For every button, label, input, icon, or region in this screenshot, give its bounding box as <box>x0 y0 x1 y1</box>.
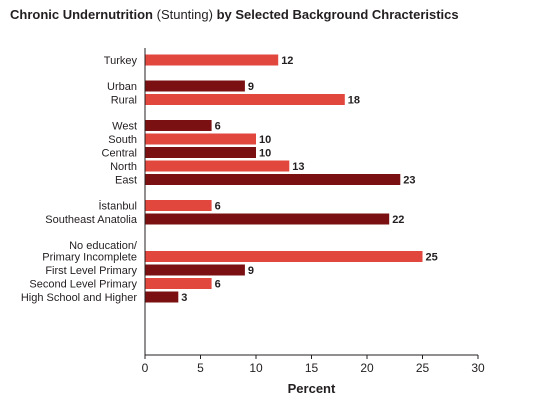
data-label: 13 <box>292 161 304 173</box>
bar <box>145 54 279 66</box>
chart-title-bold-part: Chronic Undernutrition <box>10 7 153 22</box>
bar <box>145 174 401 185</box>
category-label: İstanbul <box>98 200 137 213</box>
category-label: Southeast Anatolia <box>45 214 138 226</box>
x-tick-label: 15 <box>305 361 319 375</box>
chart-title-normal-part: (Stunting) <box>153 7 213 22</box>
x-tick-label: 25 <box>416 361 430 375</box>
data-label: 10 <box>259 134 271 146</box>
bar <box>145 213 390 225</box>
chart-title-bold-part-2: by Selected Background Chracteristics <box>212 7 459 22</box>
data-label: 18 <box>348 95 360 107</box>
data-label: 6 <box>215 121 221 133</box>
data-label: 12 <box>281 55 293 67</box>
bar <box>145 80 245 92</box>
x-tick-label: 30 <box>471 361 485 375</box>
data-label: 6 <box>215 201 221 213</box>
data-label: 23 <box>403 175 415 187</box>
bar <box>145 251 423 262</box>
data-label: 22 <box>392 214 404 226</box>
bar <box>145 147 256 158</box>
data-label: 10 <box>259 148 271 160</box>
category-label: Central <box>102 148 137 160</box>
bar <box>145 160 290 172</box>
bar <box>145 120 212 131</box>
bar <box>145 264 245 276</box>
category-label: Turkey <box>104 55 138 67</box>
category-label: No education/ <box>69 240 138 252</box>
bar <box>145 133 256 145</box>
data-label: 9 <box>248 265 254 277</box>
category-label: Urban <box>107 81 137 93</box>
bar <box>145 200 212 211</box>
category-label: North <box>110 161 137 173</box>
x-tick-label: 10 <box>249 361 263 375</box>
x-axis-title: Percent <box>288 381 336 396</box>
category-label: East <box>115 175 137 187</box>
bar <box>145 94 345 105</box>
x-tick-label: 5 <box>197 361 204 375</box>
category-label: Rural <box>111 95 137 107</box>
category-label: West <box>112 121 137 133</box>
bar <box>145 291 179 303</box>
data-label: 3 <box>181 292 187 304</box>
bar <box>145 278 212 289</box>
chart-title: Chronic Undernutrition (Stunting) by Sel… <box>10 7 459 22</box>
data-label: 6 <box>215 279 221 291</box>
x-tick-label: 0 <box>142 361 149 375</box>
x-tick-label: 20 <box>360 361 374 375</box>
data-label: 25 <box>426 252 438 264</box>
category-label: First Level Primary <box>45 265 137 277</box>
category-label: High School and Higher <box>21 292 138 304</box>
data-label: 9 <box>248 81 254 93</box>
category-label: Primary Incomplete <box>42 252 137 264</box>
category-label: Second Level Primary <box>29 279 137 291</box>
category-label: South <box>108 134 137 146</box>
